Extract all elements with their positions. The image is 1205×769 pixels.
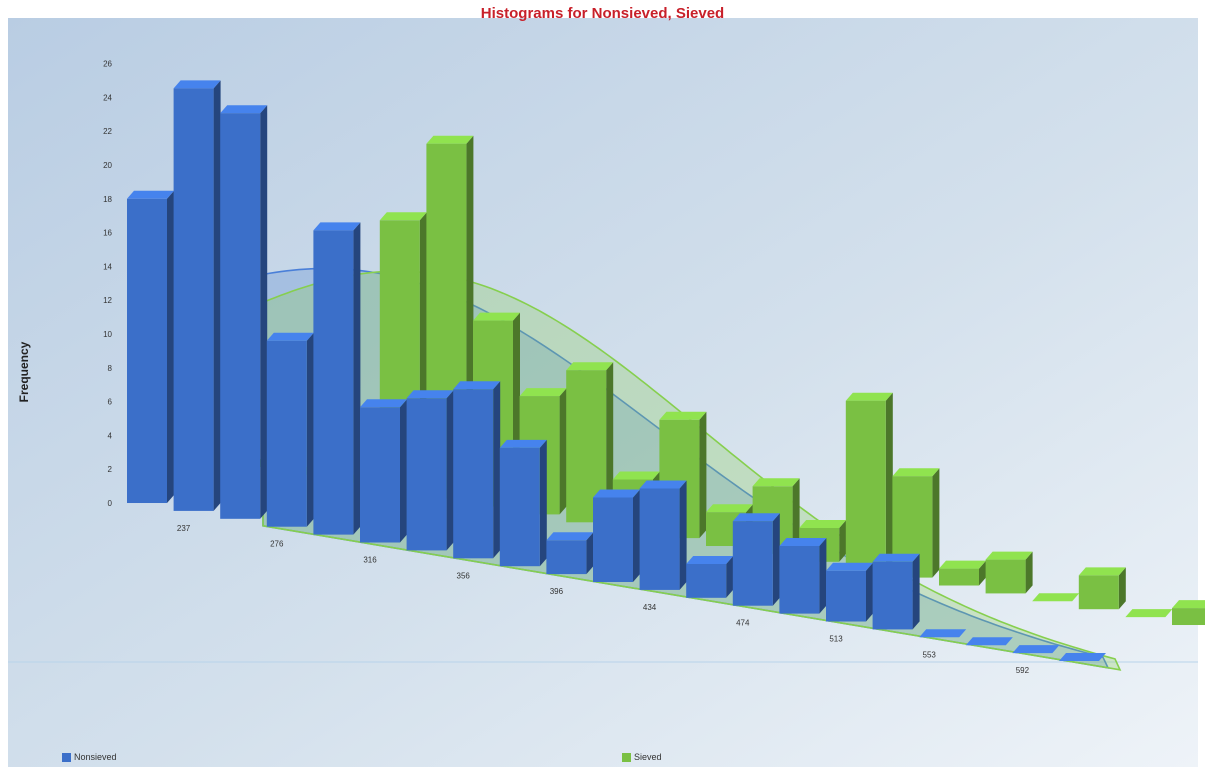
legend-item-nonsieved: Nonsieved [62, 752, 117, 762]
x-tick-label: 316 [363, 556, 377, 565]
bar-nonsieved [872, 553, 920, 630]
x-tick-label: 513 [829, 635, 843, 644]
bar-sieved [845, 392, 893, 570]
bar-sieved [1172, 600, 1205, 626]
legend-item-sieved: Sieved [622, 752, 662, 762]
bar-nonsieved [313, 222, 361, 535]
y-tick-label: 26 [103, 60, 112, 69]
bars [127, 80, 1205, 662]
bar-nonsieved [499, 439, 547, 567]
bar-nonsieved [732, 513, 780, 606]
legend-swatch-nonsieved [62, 752, 71, 762]
y-tick-label: 14 [103, 262, 112, 271]
y-tick-label: 22 [103, 127, 112, 136]
bar-nonsieved [1012, 645, 1060, 654]
bar-nonsieved [127, 190, 174, 504]
bar-nonsieved [639, 480, 687, 590]
bar-nonsieved [686, 556, 734, 598]
y-tick-label: 0 [108, 499, 113, 508]
legend-label-sieved: Sieved [634, 752, 662, 762]
bar-nonsieved [546, 532, 594, 575]
bar-nonsieved [779, 538, 827, 614]
y-axis-label: Frequency [17, 341, 31, 402]
y-tick-label: 24 [103, 93, 112, 102]
y-tick-label: 2 [108, 465, 113, 474]
y-tick-label: 8 [108, 364, 113, 373]
bar-nonsieved [220, 105, 268, 519]
bar-sieved [985, 551, 1033, 594]
x-tick-label: 276 [270, 540, 284, 549]
x-tick-label: 396 [550, 587, 564, 596]
legend-swatch-sieved [622, 752, 631, 762]
y-tick-label: 4 [108, 431, 113, 440]
x-tick-label: 474 [736, 619, 750, 628]
bar-nonsieved [360, 399, 407, 543]
bar-nonsieved [919, 629, 967, 638]
chart-title: Histograms for Nonsieved, Sieved [480, 5, 725, 22]
bar-nonsieved [965, 637, 1013, 646]
bar-nonsieved [826, 562, 873, 622]
x-tick-label: 592 [1016, 666, 1030, 675]
x-axis: 237 276 316 356 396 434 474 513 553 592 [177, 524, 1030, 675]
bar-nonsieved [593, 489, 640, 583]
bar-nonsieved [266, 332, 314, 527]
y-tick-label: 10 [103, 330, 112, 339]
y-tick-label: 20 [103, 161, 112, 170]
bar-nonsieved [453, 381, 501, 559]
y-tick-label: 18 [103, 195, 112, 204]
bar-nonsieved [173, 80, 221, 511]
y-tick-label: 16 [103, 229, 112, 238]
bar-sieved [1032, 593, 1080, 602]
bar-nonsieved [406, 390, 454, 551]
x-tick-label: 237 [177, 524, 191, 533]
x-tick-label: 434 [643, 603, 657, 612]
legend-label-nonsieved: Nonsieved [74, 752, 117, 762]
y-tick-label: 12 [103, 296, 112, 305]
x-tick-label: 356 [457, 571, 471, 580]
x-tick-label: 553 [923, 650, 937, 659]
bar-sieved [1078, 567, 1126, 610]
bar-sieved [939, 560, 986, 586]
bar-nonsieved [1059, 653, 1106, 662]
bar-sieved [1125, 609, 1173, 618]
y-tick-label: 6 [108, 398, 113, 407]
